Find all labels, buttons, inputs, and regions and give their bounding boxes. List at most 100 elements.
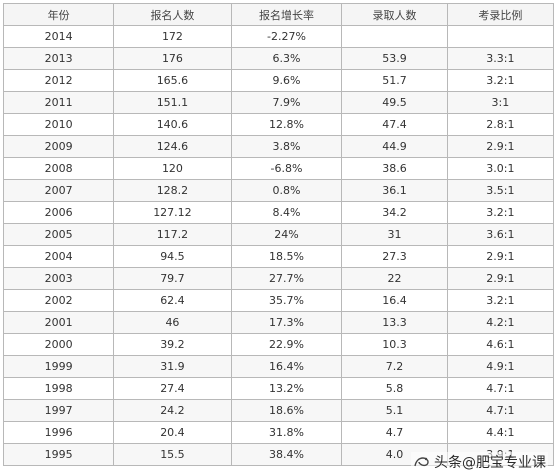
cell-growth-rate: 6.3% xyxy=(230,47,343,70)
table-row: 1997 24.2 18.6% 5.1 4.7:1 xyxy=(2,399,554,422)
cell-ratio xyxy=(446,25,554,48)
table-header: 年份 报名人数 报名增长率 录取人数 考录比例 xyxy=(2,3,554,26)
cell-year: 2010 xyxy=(2,113,115,136)
cell-growth-rate: 17.3% xyxy=(230,311,343,334)
cell-admitted: 34.2 xyxy=(341,201,448,224)
cell-ratio: 3.2:1 xyxy=(446,201,554,224)
cell-admitted: 53.9 xyxy=(341,47,448,70)
cell-growth-rate: 0.8% xyxy=(230,179,343,202)
header-growth-rate: 报名增长率 xyxy=(230,3,343,26)
cell-applicants: 15.5 xyxy=(113,443,232,466)
table-row: 2001 46 17.3% 13.3 4.2:1 xyxy=(2,311,554,334)
cell-admitted: 27.3 xyxy=(341,245,448,268)
cell-applicants: 94.5 xyxy=(113,245,232,268)
cell-year: 2000 xyxy=(2,333,115,356)
table-row: 2005 117.2 24% 31 3.6:1 xyxy=(2,223,554,246)
cell-growth-rate: 27.7% xyxy=(230,267,343,290)
cell-ratio: 3.2:1 xyxy=(446,289,554,312)
cell-applicants: 27.4 xyxy=(113,377,232,400)
cell-admitted: 38.6 xyxy=(341,157,448,180)
cell-year: 2014 xyxy=(2,25,115,48)
cell-ratio: 2.9:1 xyxy=(446,135,554,158)
table-row: 1996 20.4 31.8% 4.7 4.4:1 xyxy=(2,421,554,444)
cell-ratio: 4.9:1 xyxy=(446,355,554,378)
cell-year: 2009 xyxy=(2,135,115,158)
table-row: 2010 140.6 12.8% 47.4 2.8:1 xyxy=(2,113,554,136)
cell-ratio: 2.9:1 xyxy=(446,245,554,268)
cell-year: 2011 xyxy=(2,91,115,114)
cell-year: 2012 xyxy=(2,69,115,92)
cell-admitted xyxy=(341,25,448,48)
cell-applicants: 120 xyxy=(113,157,232,180)
table-row: 2003 79.7 27.7% 22 2.9:1 xyxy=(2,267,554,290)
cell-ratio: 4.2:1 xyxy=(446,311,554,334)
cell-admitted: 44.9 xyxy=(341,135,448,158)
cell-ratio: 3.3:1 xyxy=(446,47,554,70)
table-row: 2004 94.5 18.5% 27.3 2.9:1 xyxy=(2,245,554,268)
cell-admitted: 51.7 xyxy=(341,69,448,92)
cell-applicants: 46 xyxy=(113,311,232,334)
cell-applicants: 172 xyxy=(113,25,232,48)
cell-year: 1995 xyxy=(2,443,115,466)
toutiao-logo-icon xyxy=(414,457,429,467)
cell-applicants: 140.6 xyxy=(113,113,232,136)
cell-year: 1999 xyxy=(2,355,115,378)
table-row: 1999 31.9 16.4% 7.2 4.9:1 xyxy=(2,355,554,378)
cell-applicants: 20.4 xyxy=(113,421,232,444)
cell-admitted: 10.3 xyxy=(341,333,448,356)
cell-admitted: 7.2 xyxy=(341,355,448,378)
cell-applicants: 165.6 xyxy=(113,69,232,92)
cell-growth-rate: 12.8% xyxy=(230,113,343,136)
cell-year: 2001 xyxy=(2,311,115,334)
table-row: 2000 39.2 22.9% 10.3 4.6:1 xyxy=(2,333,554,356)
cell-applicants: 117.2 xyxy=(113,223,232,246)
cell-ratio: 4.4:1 xyxy=(446,421,554,444)
cell-admitted: 31 xyxy=(341,223,448,246)
watermark: 头条@肥宝专业课 xyxy=(411,452,548,472)
cell-applicants: 39.2 xyxy=(113,333,232,356)
table-row: 2002 62.4 35.7% 16.4 3.2:1 xyxy=(2,289,554,312)
header-ratio: 考录比例 xyxy=(446,3,554,26)
table-row: 2011 151.1 7.9% 49.5 3:1 xyxy=(2,91,554,114)
cell-applicants: 31.9 xyxy=(113,355,232,378)
cell-applicants: 127.12 xyxy=(113,201,232,224)
cell-growth-rate: 16.4% xyxy=(230,355,343,378)
table-row: 2009 124.6 3.8% 44.9 2.9:1 xyxy=(2,135,554,158)
cell-ratio: 3.6:1 xyxy=(446,223,554,246)
cell-growth-rate: 31.8% xyxy=(230,421,343,444)
cell-admitted: 49.5 xyxy=(341,91,448,114)
cell-growth-rate: -2.27% xyxy=(230,25,343,48)
watermark-text: 头条@肥宝专业课 xyxy=(434,455,546,471)
cell-ratio: 2.9:1 xyxy=(446,267,554,290)
cell-year: 2007 xyxy=(2,179,115,202)
header-applicants: 报名人数 xyxy=(113,3,232,26)
cell-admitted: 22 xyxy=(341,267,448,290)
cell-year: 2013 xyxy=(2,47,115,70)
cell-admitted: 4.7 xyxy=(341,421,448,444)
cell-year: 2008 xyxy=(2,157,115,180)
cell-year: 2004 xyxy=(2,245,115,268)
cell-year: 2003 xyxy=(2,267,115,290)
cell-applicants: 176 xyxy=(113,47,232,70)
cell-admitted: 5.1 xyxy=(341,399,448,422)
table-body: 2014 172 -2.27% 2013 176 6.3% 53.9 3.3:1 2012 165… xyxy=(2,25,554,466)
cell-ratio: 3:1 xyxy=(446,91,554,114)
table-row: 2012 165.6 9.6% 51.7 3.2:1 xyxy=(2,69,554,92)
data-table: 年份 报名人数 报名增长率 录取人数 考录比例 2014 172 -2.27% 201… xyxy=(2,3,554,466)
cell-year: 1997 xyxy=(2,399,115,422)
cell-ratio: 3.2:1 xyxy=(446,69,554,92)
cell-year: 2002 xyxy=(2,289,115,312)
table-row: 2013 176 6.3% 53.9 3.3:1 xyxy=(2,47,554,70)
cell-growth-rate: 18.5% xyxy=(230,245,343,268)
table-row: 2007 128.2 0.8% 36.1 3.5:1 xyxy=(2,179,554,202)
cell-growth-rate: 13.2% xyxy=(230,377,343,400)
cell-applicants: 79.7 xyxy=(113,267,232,290)
cell-growth-rate: 9.6% xyxy=(230,69,343,92)
header-year: 年份 xyxy=(2,3,115,26)
cell-admitted: 13.3 xyxy=(341,311,448,334)
table-row: 2008 120 -6.8% 38.6 3.0:1 xyxy=(2,157,554,180)
cell-growth-rate: 35.7% xyxy=(230,289,343,312)
cell-growth-rate: 7.9% xyxy=(230,91,343,114)
cell-applicants: 151.1 xyxy=(113,91,232,114)
